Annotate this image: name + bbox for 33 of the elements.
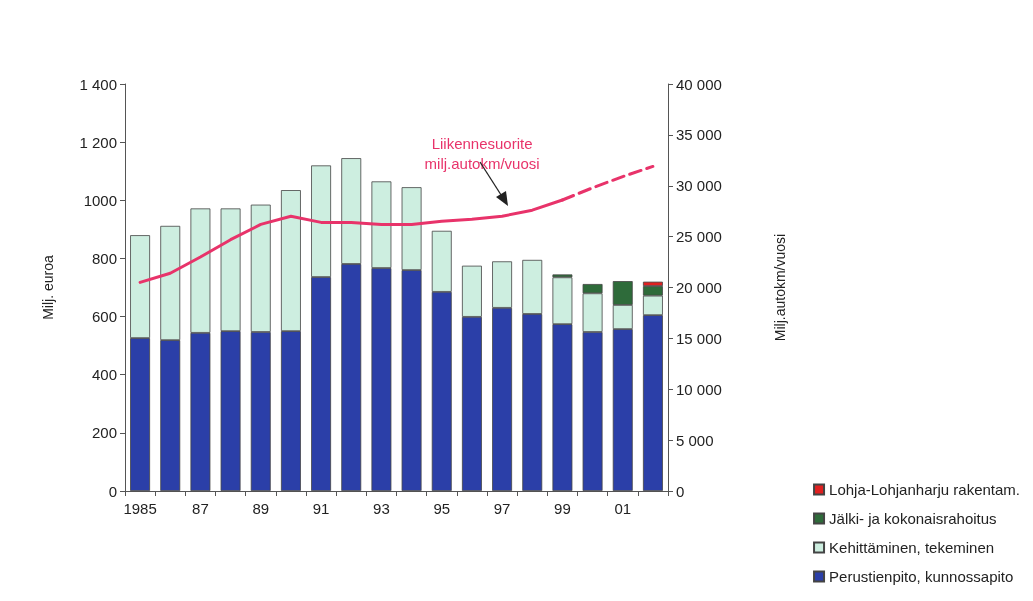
y-tick-label: 1000 [83, 191, 117, 209]
y-tick-label: 0 [108, 482, 117, 500]
y-tick-label: 800 [91, 249, 117, 267]
x-tick-label: 01 [614, 500, 632, 517]
x-tick-label: 1985 [123, 500, 157, 517]
y2-tick-label: 0 [676, 482, 685, 500]
x-tick-label: 97 [493, 500, 511, 517]
x-tick-label: 89 [252, 500, 270, 517]
legend-label: Perustienpito, kunnossapito [829, 568, 1014, 585]
y-tick-label: 400 [91, 366, 117, 384]
x-tick-label: 99 [554, 500, 571, 517]
text: Liikennesuorite milj.autokm/vuosi [424, 134, 540, 172]
x-tick-label: 95 [433, 500, 451, 517]
y2-tick-label: 35 000 [676, 126, 722, 144]
y2-tick-label: 25 000 [676, 228, 722, 246]
y-tick-label: 200 [91, 424, 117, 442]
y2-tick-label: 10 000 [676, 380, 722, 398]
y-axis-title: Milj. euroa [40, 255, 56, 320]
y-tick-label: 600 [91, 308, 117, 326]
legend-label: Lohja-Lohjanharju rakentam. [829, 481, 1021, 498]
y2-tick-label: 15 000 [676, 329, 722, 347]
y2-axis-title: Milj.autokm/vuosi [772, 233, 788, 342]
y-tick-label: 1 400 [79, 75, 117, 93]
x-tick-label: 91 [312, 500, 330, 517]
y2-tick-label: 20 000 [676, 279, 722, 296]
y2-tick-label: 5 000 [676, 431, 714, 449]
legend-label: Kehittäminen, tekeminen [829, 539, 995, 556]
y-tick-label: 1 200 [79, 133, 117, 151]
y2-tick-label: 40 000 [676, 75, 722, 93]
x-tick-label: 87 [192, 500, 209, 517]
legend-label: Jälki- ja kokonaisrahoitus [829, 510, 997, 527]
y2-tick-label: 30 000 [676, 177, 722, 195]
x-tick-label: 93 [373, 500, 390, 517]
